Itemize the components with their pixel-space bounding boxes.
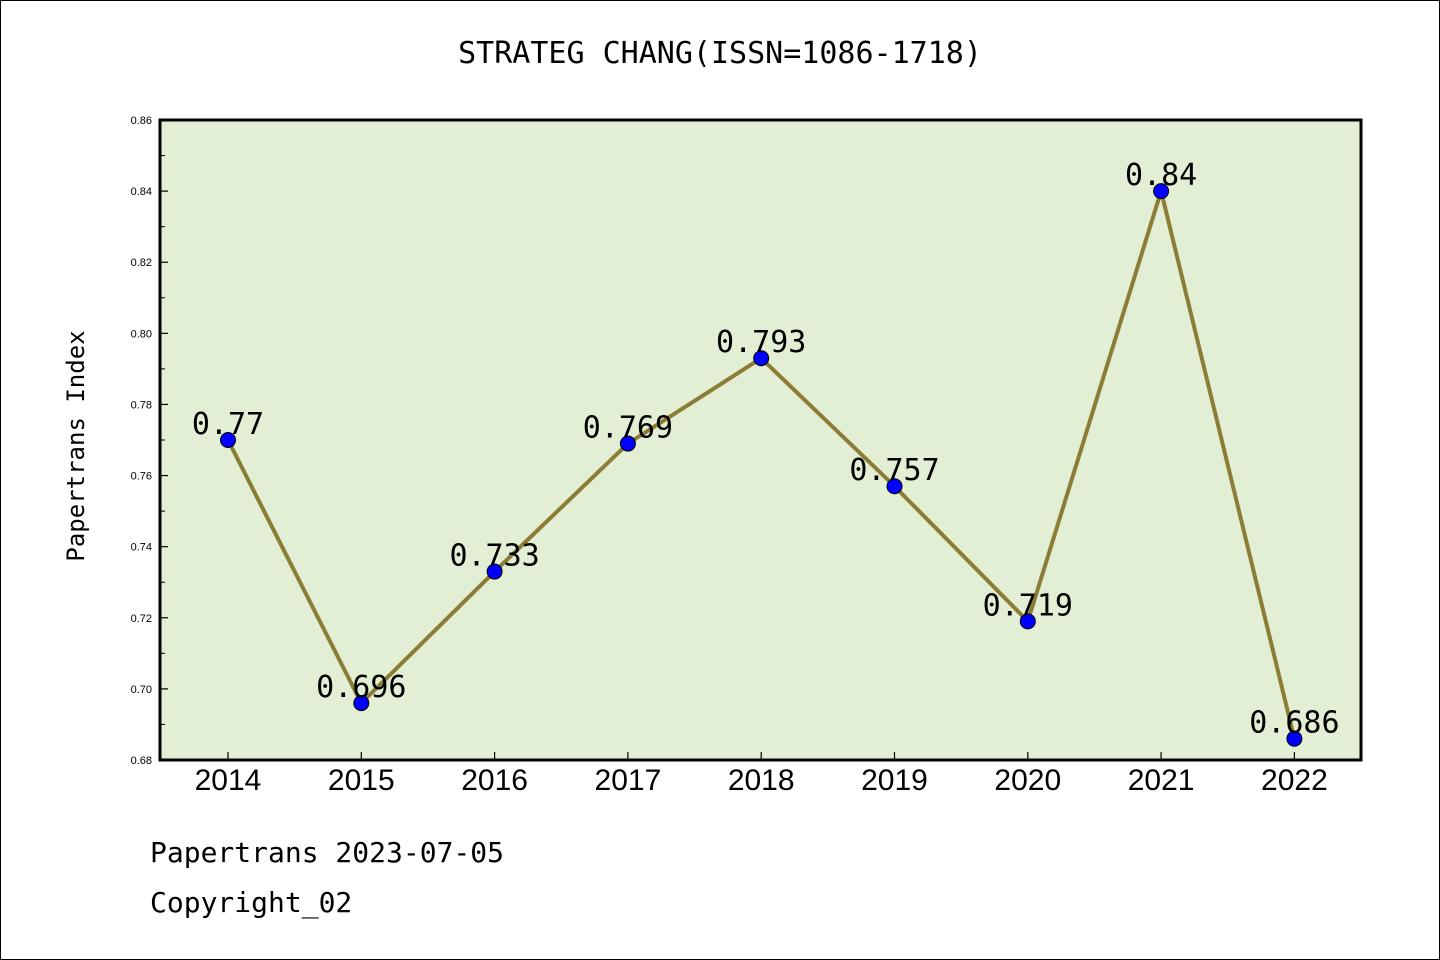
data-point bbox=[753, 350, 770, 367]
data-point bbox=[353, 695, 370, 712]
data-labels: 0.77 0.696 0.733 0.769 0.793 0.757 0.719 0.84 0.… bbox=[192, 158, 1340, 741]
footer-copyright: Copyright_02 bbox=[150, 886, 353, 919]
y-axis: 0.68 0.70 0.72 0.74 0.76 0.78 0.80 0.82 0.84 0.86 bbox=[131, 115, 168, 767]
data-label: 0.719 bbox=[983, 588, 1073, 623]
footer-date: Papertrans 2023-07-05 bbox=[150, 836, 505, 869]
data-label: 0.686 bbox=[1249, 706, 1339, 741]
x-tick-label: 2014 bbox=[195, 764, 262, 797]
data-point bbox=[1153, 183, 1170, 200]
chart-title: STRATEG CHANG(ISSN=1086-1718) bbox=[458, 36, 982, 71]
data-point bbox=[1286, 730, 1303, 747]
data-point bbox=[886, 478, 903, 495]
y-tick-label: 0.72 bbox=[131, 613, 152, 625]
y-tick-label: 0.74 bbox=[131, 542, 152, 554]
data-label: 0.757 bbox=[849, 453, 939, 488]
data-markers bbox=[220, 183, 1303, 747]
x-tick-label: 2018 bbox=[728, 764, 795, 797]
y-tick-label: 0.84 bbox=[131, 186, 152, 198]
x-tick-label: 2016 bbox=[461, 764, 528, 797]
x-tick-label: 2020 bbox=[994, 764, 1061, 797]
data-point bbox=[220, 432, 236, 448]
data-point bbox=[486, 563, 503, 580]
data-label: 0.793 bbox=[716, 325, 806, 360]
x-tick-label: 2021 bbox=[1128, 764, 1195, 797]
y-tick-label: 0.68 bbox=[131, 755, 152, 767]
data-label: 0.696 bbox=[316, 670, 406, 705]
y-tick-label: 0.70 bbox=[131, 684, 152, 696]
y-tick-label: 0.86 bbox=[131, 115, 152, 127]
y-tick-label: 0.78 bbox=[131, 399, 152, 411]
x-tick-label: 2019 bbox=[861, 764, 928, 797]
x-tick-label: 2022 bbox=[1261, 764, 1328, 797]
x-tick-label: 2015 bbox=[328, 764, 395, 797]
data-label: 0.769 bbox=[583, 411, 673, 446]
data-point bbox=[1019, 613, 1036, 630]
y-tick-label: 0.76 bbox=[131, 471, 152, 483]
data-point bbox=[619, 435, 636, 452]
data-label: 0.733 bbox=[449, 539, 539, 574]
plot-area bbox=[158, 118, 1363, 762]
y-tick-label: 0.82 bbox=[131, 257, 152, 269]
data-label: 0.84 bbox=[1125, 158, 1197, 193]
y-tick-label: 0.80 bbox=[131, 328, 152, 340]
data-label: 0.77 bbox=[192, 407, 264, 442]
x-tick-label: 2017 bbox=[595, 764, 662, 797]
x-axis: 2014 2015 2016 2017 2018 2019 2020 2021 2022 bbox=[195, 752, 1328, 797]
